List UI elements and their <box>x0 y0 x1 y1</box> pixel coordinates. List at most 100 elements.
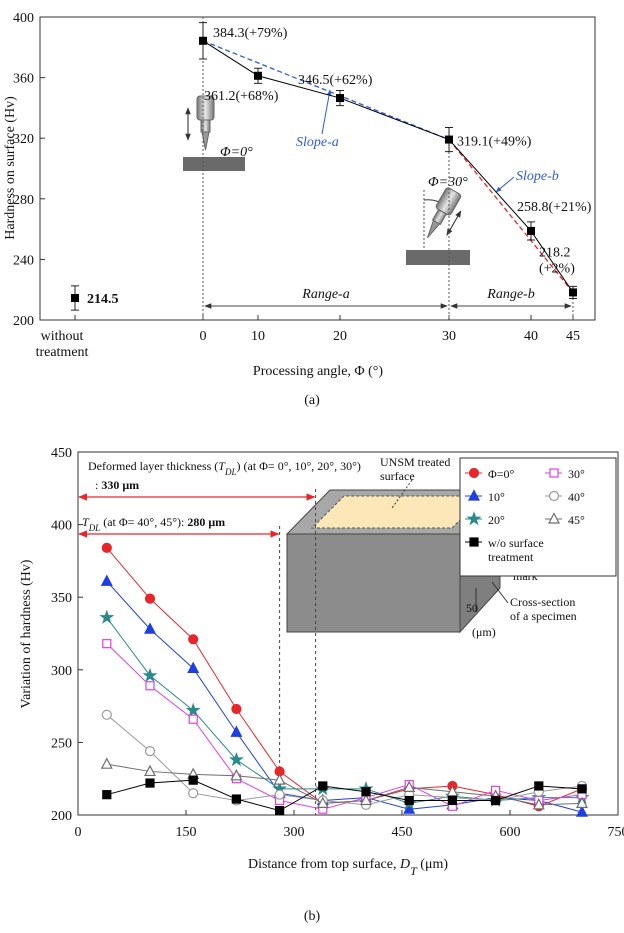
slope-line <box>448 139 574 293</box>
y-axis-title: Hardness on surface (Hv) <box>3 96 18 240</box>
data-point <box>534 781 544 791</box>
chart-a: Hardness on surface (Hv) Processing angl… <box>3 11 596 408</box>
x-tick-label: 0 <box>75 825 82 840</box>
data-point <box>100 574 113 586</box>
note-part: (at Φ= 40°, 45°): <box>100 515 187 529</box>
legend-label: 20° <box>488 513 505 527</box>
data-point <box>403 780 416 793</box>
data-point <box>404 795 414 806</box>
note-part: : <box>95 478 101 492</box>
x-axis-symbol: D <box>399 857 410 872</box>
inset-label: UNSM treated surface <box>380 455 450 483</box>
legend-label: 30° <box>568 467 585 481</box>
data-point <box>144 593 156 604</box>
note-subscript: DL <box>88 523 101 533</box>
data-point <box>576 796 588 808</box>
data-point <box>188 714 198 724</box>
data-point <box>102 790 112 800</box>
x-tick-label: 450 <box>392 825 413 840</box>
data-line <box>202 40 574 293</box>
data-point <box>273 773 286 785</box>
data-point <box>100 757 113 769</box>
legend-marker <box>466 511 482 526</box>
x-tick-label: 20 <box>333 329 347 344</box>
legend-marker <box>548 512 560 524</box>
x-axis-subscript: T <box>410 864 418 878</box>
data-point <box>445 135 453 144</box>
legend-marker <box>468 467 480 479</box>
range-label: Range-b <box>486 287 534 302</box>
caption: (b) <box>304 909 321 924</box>
data-point <box>491 795 501 806</box>
thickness-note: TDL (at Φ= 40°, 45°): 280 μm <box>82 515 225 533</box>
x-tick-label: 750 <box>608 825 624 840</box>
slope-label: Slope-b <box>516 169 559 184</box>
data-point <box>188 775 198 785</box>
y-axis-title: Variation of hardness (Hv) <box>19 559 34 708</box>
inset-unit: (μm) <box>472 625 496 639</box>
y-tick-label: 200 <box>13 314 34 329</box>
data-point <box>102 639 112 649</box>
threshold-label: 280 μm <box>187 515 225 529</box>
data-point <box>228 751 244 767</box>
data-point <box>447 795 457 806</box>
slope-pointer <box>321 89 332 135</box>
data-label: 319.1(+49%) <box>457 135 532 150</box>
angle-label: Φ=0° <box>220 145 253 160</box>
y-tick-label: 400 <box>51 519 72 534</box>
legend-box <box>459 457 617 577</box>
y-tick-label: 300 <box>51 664 72 679</box>
data-point <box>569 288 577 297</box>
caption: (a) <box>304 393 320 408</box>
legend-marker <box>548 490 560 502</box>
data-line <box>106 617 582 804</box>
data-point <box>188 788 199 799</box>
x-tick-label: 30 <box>442 329 456 344</box>
inset-label: Cross-section of a specimen <box>510 595 577 623</box>
slope-line <box>202 40 450 141</box>
y-tick-label: 360 <box>13 72 34 87</box>
data-point <box>527 226 535 235</box>
x-tick-label: 10 <box>251 329 265 344</box>
y-tick-label: 280 <box>13 193 34 208</box>
x-tick-label: 150 <box>176 825 197 840</box>
data-point <box>254 71 262 80</box>
angle-label: Φ=30° <box>428 175 468 190</box>
chart-b: Variation of hardness (Hv) Distance from… <box>19 446 624 924</box>
legend-label: Φ=0° <box>488 467 515 481</box>
plot-frame <box>77 451 619 816</box>
data-point <box>231 794 241 804</box>
note-symbol: T <box>82 515 90 529</box>
legend-marker <box>469 537 479 547</box>
data-label: 346.5(+62%) <box>298 73 373 88</box>
data-point <box>318 781 328 791</box>
nozzle-icon <box>183 95 245 171</box>
note-part: Deformed layer thickness ( <box>88 459 218 473</box>
data-point <box>144 764 156 777</box>
legend-label: 40° <box>568 490 585 504</box>
note-part: ) (at Φ= 0°, 10°, 20°, 30°) <box>237 459 361 473</box>
data-label: 214.5 <box>87 292 119 307</box>
inset-dimension: 50 <box>466 601 478 615</box>
note-symbol: T <box>218 459 226 473</box>
data-label: 218.2 (+2%) <box>539 245 575 276</box>
data-point <box>101 542 112 553</box>
x-axis-title: Processing angle, Φ (°) <box>253 364 383 379</box>
y-tick-label: 400 <box>13 11 34 26</box>
x-tick-label: without treatment <box>36 329 89 360</box>
data-line <box>106 643 583 810</box>
thickness-note: Deformed layer thickness (TDL) (at Φ= 0°… <box>88 459 361 477</box>
legend-label: w/o surface treatment <box>488 536 544 564</box>
nozzle-icon <box>406 187 470 265</box>
data-label: 384.3(+79%) <box>213 26 288 41</box>
data-point <box>230 769 243 781</box>
data-point <box>144 746 156 757</box>
note-subscript: DL <box>224 467 237 477</box>
data-point <box>576 805 588 817</box>
data-point <box>361 787 371 797</box>
data-point <box>274 789 285 800</box>
legend-label: 10° <box>488 490 505 504</box>
data-line <box>106 714 583 806</box>
legend-marker <box>549 468 559 478</box>
